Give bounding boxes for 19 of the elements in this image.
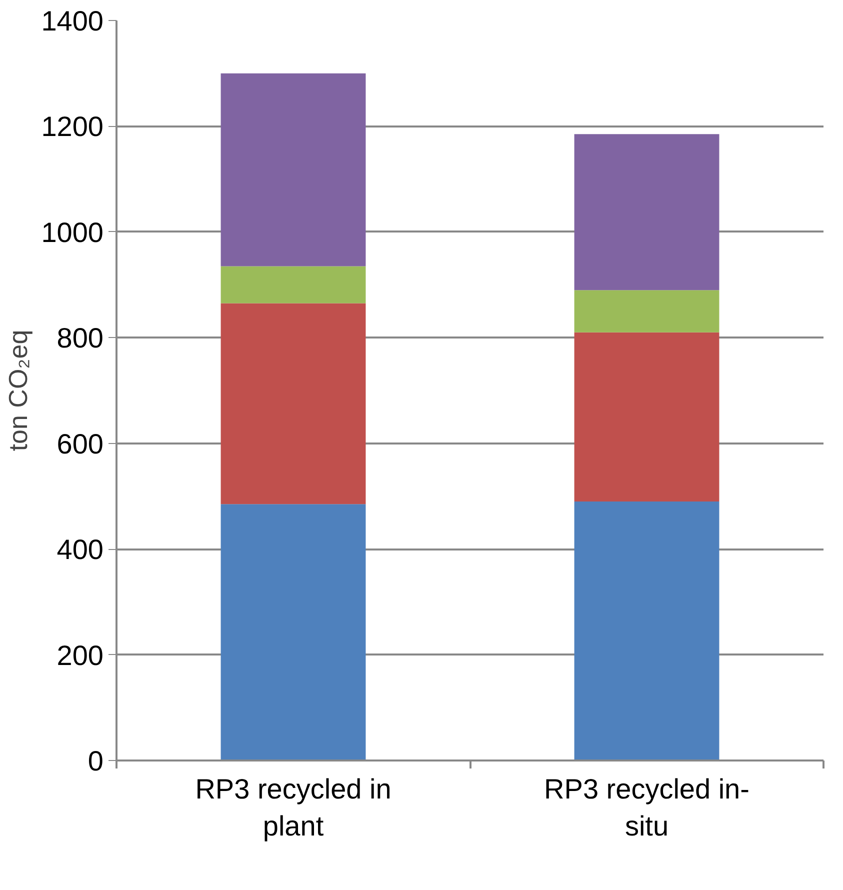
bar	[220, 504, 366, 760]
bar	[220, 73, 366, 266]
bar	[220, 266, 366, 304]
y-tick-label: 1200	[41, 111, 104, 142]
y-tick-label: 1000	[41, 216, 104, 248]
y-tick-label: 200	[56, 640, 104, 671]
bar	[574, 290, 720, 332]
y-tick-label: 400	[56, 534, 104, 566]
y-tick-label: 0	[88, 746, 104, 776]
x-tick-label: RP3 recycled in plant	[195, 774, 392, 842]
y-axis-title: ton CO₂eq	[3, 330, 34, 452]
y-tick-label: 800	[56, 322, 104, 354]
bar	[574, 502, 720, 760]
bar	[220, 303, 366, 504]
bar	[574, 134, 720, 290]
x-tick-label: RP3 recycled in-situ	[544, 774, 750, 842]
y-tick-label: 600	[56, 428, 104, 460]
y-tick-label: 1400	[41, 6, 104, 36]
bar	[574, 332, 720, 502]
